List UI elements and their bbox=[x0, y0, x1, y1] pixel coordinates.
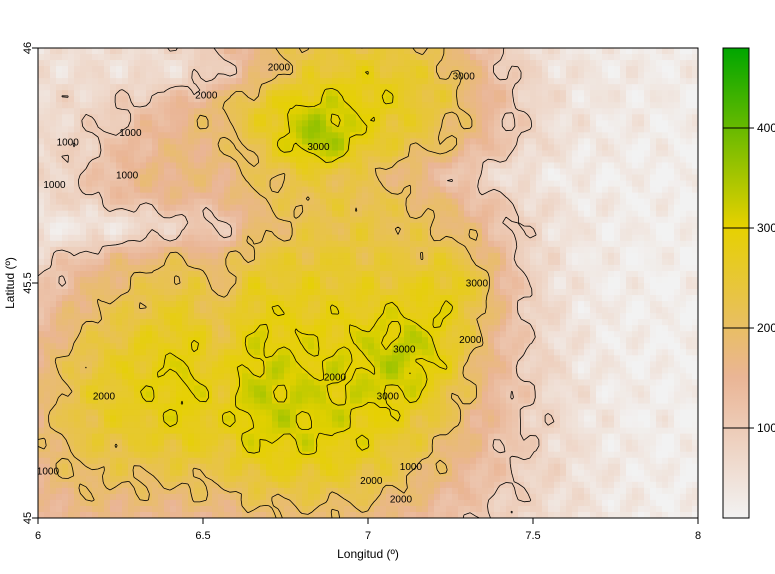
contour-label: 1000 bbox=[119, 128, 142, 139]
colorbar-gradient bbox=[723, 48, 749, 518]
x-axis: 6 6.5 7 7.5 8 bbox=[35, 518, 701, 542]
contour-label: 3000 bbox=[307, 142, 330, 153]
contour-label: 1000 bbox=[57, 138, 80, 149]
contour-label: 2000 bbox=[390, 495, 413, 506]
x-tick-label: 7.5 bbox=[525, 530, 540, 542]
x-tick-label: 6.5 bbox=[195, 530, 210, 542]
x-axis-label: Longitud (º) bbox=[337, 547, 399, 561]
y-axis-label: Latitud (º) bbox=[3, 257, 17, 309]
contour-label: 1000 bbox=[400, 462, 423, 473]
contour-label: 1000 bbox=[37, 467, 60, 478]
y-tick-label: 46 bbox=[22, 42, 34, 54]
contour-label: 2000 bbox=[459, 335, 482, 346]
contour-label: 2000 bbox=[93, 391, 116, 402]
contour-label: 2000 bbox=[195, 91, 218, 102]
contour-label: 3000 bbox=[393, 344, 416, 355]
y-tick-label: 45.5 bbox=[22, 272, 34, 293]
y-axis: 45 45.5 46 bbox=[22, 42, 38, 524]
contour-label: 1000 bbox=[116, 170, 139, 181]
x-tick-label: 6 bbox=[35, 530, 41, 542]
colorbar-tick-label: 300 bbox=[757, 221, 775, 235]
contour-label: 2000 bbox=[324, 373, 347, 384]
colorbar: 100 200 300 400 bbox=[723, 48, 775, 518]
x-tick-label: 8 bbox=[695, 530, 701, 542]
contour-label: 2000 bbox=[360, 476, 383, 487]
contour-label: 1000 bbox=[43, 180, 66, 191]
x-tick-label: 7 bbox=[365, 530, 371, 542]
colorbar-tick-label: 100 bbox=[757, 421, 775, 435]
y-tick-label: 45 bbox=[22, 512, 34, 524]
colorbar-tick-label: 400 bbox=[757, 121, 775, 135]
contour-label: 2000 bbox=[268, 62, 291, 73]
contour-label: 3000 bbox=[466, 279, 489, 290]
colorbar-tick-label: 200 bbox=[757, 321, 775, 335]
elevation-raster bbox=[38, 48, 699, 519]
contour-label: 3000 bbox=[453, 72, 476, 83]
contour-label: 3000 bbox=[377, 391, 400, 402]
